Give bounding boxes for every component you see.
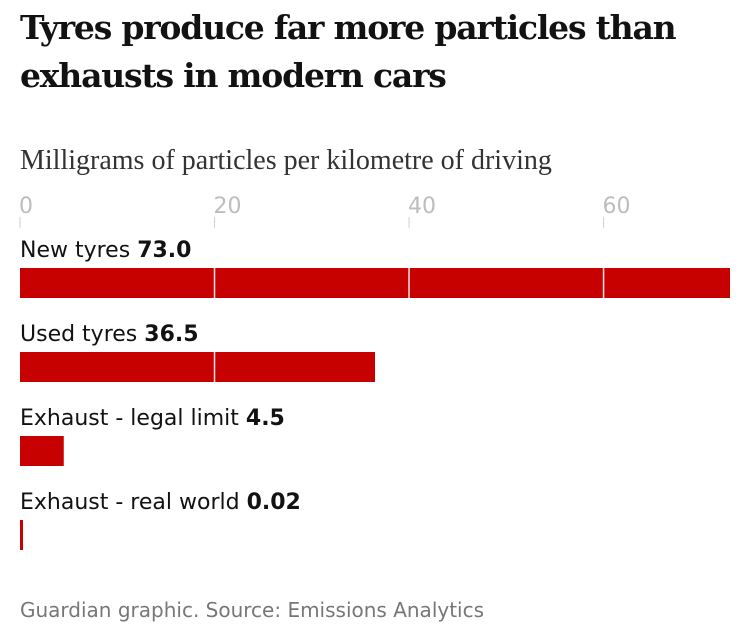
category-label: Exhaust - legal limit 4.5: [20, 406, 285, 431]
category-labels: New tyres 73.0 Used tyres 36.5 Exhaust - l…: [20, 238, 301, 515]
category-label: New tyres 73.0: [20, 238, 191, 263]
category-label: Used tyres 36.5: [20, 322, 199, 347]
x-tick-label: 0: [19, 194, 33, 219]
category-name: Exhaust - legal limit: [20, 406, 246, 431]
bar-chart: 0 20 40 60 New tyres 73.0 Used tyres 36.5 Exh…: [19, 194, 730, 550]
gridlines: [213, 268, 605, 550]
bar: [20, 436, 64, 466]
value-label: 4.5: [246, 406, 285, 431]
chart-subtitle: Milligrams of particles per kilometre of…: [20, 145, 552, 176]
category-name: Used tyres: [20, 322, 144, 347]
x-tick-label: 40: [408, 194, 436, 219]
x-tick-label: 20: [214, 194, 242, 219]
category-name: New tyres: [20, 238, 137, 263]
bar: [20, 520, 23, 550]
bar: [20, 268, 730, 298]
value-label: 0.02: [247, 490, 301, 515]
bars: [20, 268, 730, 550]
category-label: Exhaust - real world 0.02: [20, 490, 301, 515]
value-label: 73.0: [137, 238, 191, 263]
category-name: Exhaust - real world: [20, 490, 247, 515]
x-tick-label: 60: [603, 194, 631, 219]
source-note: Guardian graphic. Source: Emissions Anal…: [20, 598, 485, 622]
value-label: 36.5: [144, 322, 198, 347]
chart-title: Tyres produce far more particles than ex…: [20, 8, 677, 95]
x-axis-ticks: 0 20 40 60: [19, 194, 631, 228]
bar: [20, 352, 375, 382]
